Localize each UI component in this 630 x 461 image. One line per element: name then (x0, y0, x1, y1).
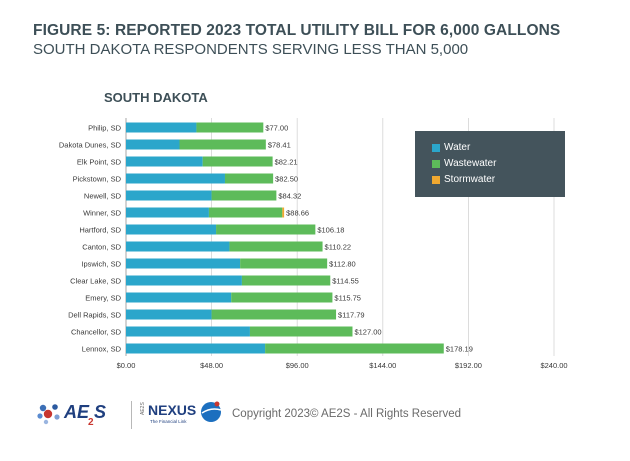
wastewater-swatch (432, 160, 440, 168)
total-label: $106.18 (317, 226, 344, 235)
total-label: $82.21 (275, 158, 298, 167)
category-label: Dell Rapids, SD (68, 311, 122, 320)
bar-wastewater (211, 190, 277, 201)
category-label: Lennox, SD (82, 345, 122, 354)
bar-water (126, 122, 197, 133)
nexus-text: NEXUS (148, 402, 196, 418)
bar-water (126, 241, 230, 252)
bar-water (126, 190, 212, 201)
total-label: $78.41 (268, 141, 291, 150)
bar-water (126, 343, 266, 354)
legend-label-wastewater: Wastewater (444, 158, 497, 169)
category-label: Chancellor, SD (71, 328, 122, 337)
bar-water (126, 309, 212, 320)
stormwater-swatch (432, 176, 440, 184)
bar-wastewater (241, 275, 331, 286)
legend-label-stormwater: Stormwater (444, 174, 496, 185)
bar-wastewater (179, 139, 266, 150)
nexus-small: AE2S (140, 402, 146, 415)
total-label: $114.55 (332, 277, 359, 286)
bar-water (126, 207, 209, 218)
category-label: Hartford, SD (79, 226, 121, 235)
bar-stormwater (282, 207, 285, 218)
bar-wastewater (216, 224, 316, 235)
bar-water (126, 139, 180, 150)
nexus-tagline: The Financial Link (150, 419, 187, 424)
chart-title: FIGURE 5: REPORTED 2023 TOTAL UTILITY BI… (33, 22, 561, 39)
section-heading: SOUTH DAKOTA (104, 90, 208, 105)
category-label: Pickstown, SD (73, 175, 122, 184)
category-label: Dakota Dunes, SD (59, 141, 122, 150)
x-tick-label: $0.00 (117, 361, 136, 370)
ae2s-logo: AE 2 S (37, 402, 106, 428)
bar-wastewater (208, 207, 283, 218)
logo-s: S (94, 402, 106, 422)
category-label: Emery, SD (85, 294, 121, 303)
bar-water (126, 224, 217, 235)
bar-water (126, 258, 241, 269)
bar-wastewater (249, 326, 353, 337)
total-label: $117.79 (338, 311, 365, 320)
bar-wastewater (202, 156, 273, 167)
chart-legend: Water Wastewater Stormwater (415, 131, 565, 197)
nexus-logo: AE2S NEXUS The Financial Link (140, 401, 222, 424)
bar-water (126, 156, 203, 167)
legend-label-water: Water (444, 142, 471, 153)
bar-water (126, 275, 242, 286)
chart-subtitle: SOUTH DAKOTA RESPONDENTS SERVING LESS TH… (33, 41, 469, 58)
x-tick-label: $144.00 (369, 361, 396, 370)
logo-text: AE (63, 402, 90, 422)
category-label: Elk Point, SD (77, 158, 122, 167)
bar-water (126, 173, 225, 184)
bar-wastewater (231, 292, 333, 303)
water-swatch (432, 144, 440, 152)
footer-divider (131, 401, 132, 429)
total-label: $110.22 (325, 243, 352, 252)
total-label: $115.75 (334, 294, 361, 303)
bar-wastewater (211, 309, 337, 320)
bar-wastewater (196, 122, 264, 133)
category-label: Canton, SD (82, 243, 121, 252)
x-tick-label: $192.00 (455, 361, 482, 370)
bar-wastewater (229, 241, 323, 252)
bar-water (126, 326, 250, 337)
category-label: Clear Lake, SD (70, 277, 121, 286)
bar-wastewater (224, 173, 274, 184)
total-label: $82.50 (275, 175, 298, 184)
total-label: $112.80 (329, 260, 356, 269)
total-label: $88.66 (286, 209, 309, 218)
x-tick-label: $48.00 (200, 361, 223, 370)
logo-sub: 2 (88, 417, 94, 428)
bar-wastewater (240, 258, 328, 269)
bar-water (126, 292, 232, 303)
copyright-text: Copyright 2023© AE2S - All Rights Reserv… (232, 408, 462, 420)
total-label: $77.00 (265, 124, 288, 133)
category-label: Philip, SD (88, 124, 122, 133)
x-tick-label: $96.00 (286, 361, 309, 370)
total-label: $127.00 (354, 328, 381, 337)
bar-wastewater (265, 343, 444, 354)
category-label: Ipswich, SD (81, 260, 121, 269)
x-tick-label: $240.00 (540, 361, 567, 370)
total-label: $84.32 (278, 192, 301, 201)
category-label: Newell, SD (84, 192, 122, 201)
category-label: Winner, SD (83, 209, 122, 218)
total-label: $178.19 (446, 345, 473, 354)
